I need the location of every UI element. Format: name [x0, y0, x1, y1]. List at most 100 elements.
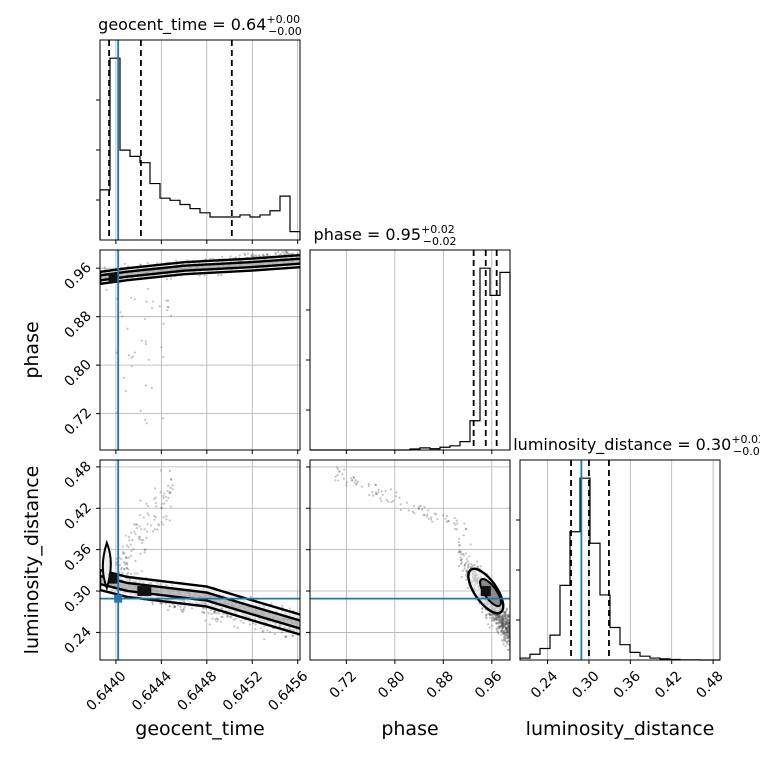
sample-point [190, 607, 193, 610]
sample-point [507, 631, 510, 635]
sample-point [171, 484, 174, 487]
sample-point [494, 622, 498, 625]
sample-point [500, 630, 503, 633]
sample-point [202, 611, 205, 614]
sample-point [492, 614, 495, 617]
sample-point [502, 617, 505, 620]
sample-point [259, 627, 262, 630]
sample-point [429, 518, 432, 521]
sample-point [503, 632, 506, 635]
sample-point [253, 255, 256, 258]
sample-point [459, 551, 462, 554]
histogram-phase: phase = 0.95+0.02 −0.02 [306, 223, 511, 454]
sample-point [500, 620, 503, 623]
sample-point [162, 322, 165, 325]
sample-point [160, 521, 163, 524]
sample-point [503, 620, 506, 624]
sample-point [284, 635, 287, 638]
sample-point [500, 629, 503, 632]
sample-point [127, 545, 130, 549]
sample-point [457, 544, 461, 547]
sample-point [497, 626, 501, 629]
sample-point [506, 631, 509, 634]
sample-point [254, 254, 257, 257]
sample-point [500, 622, 503, 625]
sample-point [128, 539, 131, 542]
sample-point [455, 519, 458, 522]
sample-point [133, 530, 136, 533]
sample-point [384, 489, 387, 493]
sample-point [143, 549, 146, 552]
sample-point [465, 569, 468, 572]
sample-point [476, 560, 479, 563]
sample-point [209, 608, 213, 612]
sample-point [395, 491, 398, 494]
y-tick-label: 0.42 [61, 500, 94, 533]
sample-point [481, 611, 484, 614]
sample-point [233, 625, 236, 628]
sample-point [463, 563, 467, 566]
sample-point [501, 623, 505, 626]
sample-point [507, 624, 510, 627]
sample-point [159, 469, 162, 472]
sample-point [496, 615, 499, 618]
sample-point [503, 637, 506, 641]
sample-point [507, 630, 510, 633]
sample-point [479, 565, 482, 568]
sample-point [455, 528, 458, 531]
sample-point [499, 615, 502, 618]
sample-point [351, 478, 354, 482]
x-tick-label: 0.80 [375, 668, 408, 701]
sample-point [243, 252, 246, 255]
sample-point [130, 365, 133, 368]
sample-point [140, 538, 143, 541]
sample-point [374, 483, 378, 487]
sample-point [494, 614, 497, 617]
sample-point [163, 492, 166, 495]
sample-point [115, 563, 118, 566]
sample-point [504, 644, 507, 648]
sample-point [254, 623, 257, 626]
sample-point [144, 340, 147, 343]
sample-point [489, 613, 492, 617]
sample-point [501, 626, 504, 629]
sample-point [374, 483, 377, 486]
sample-point [501, 616, 505, 619]
sample-point [461, 558, 464, 561]
sample-point [152, 300, 155, 303]
sample-point [284, 250, 288, 253]
sample-point [458, 537, 461, 540]
sample-point [505, 608, 508, 611]
sample-point [262, 254, 265, 257]
sample-point [494, 614, 497, 617]
sample-point [133, 523, 136, 526]
sample-point [168, 519, 171, 522]
sample-point [503, 612, 506, 615]
sample-point [133, 298, 136, 301]
sample-point [165, 515, 168, 518]
sample-point [167, 306, 170, 309]
sample-point [418, 505, 421, 508]
sample-point [126, 573, 129, 576]
sample-point [507, 639, 510, 642]
sample-point [125, 563, 129, 566]
sample-point [288, 252, 291, 255]
sample-point [498, 616, 501, 619]
sample-point [502, 623, 505, 626]
sample-point [182, 610, 185, 613]
sample-point [505, 634, 509, 637]
sample-point [463, 564, 466, 567]
sample-point [465, 571, 468, 574]
sample-point [502, 614, 505, 617]
sample-point [500, 633, 503, 636]
sample-point [134, 523, 138, 526]
sample-point [507, 628, 510, 631]
sample-point [395, 495, 398, 498]
panel-title: luminosity_distance = 0.30+0.03−0.03 [513, 433, 760, 458]
sample-point [368, 493, 371, 497]
sample-point [353, 481, 356, 484]
sample-point [505, 631, 508, 634]
sample-point [447, 519, 450, 523]
sample-point [453, 516, 456, 520]
sample-point [496, 626, 499, 629]
